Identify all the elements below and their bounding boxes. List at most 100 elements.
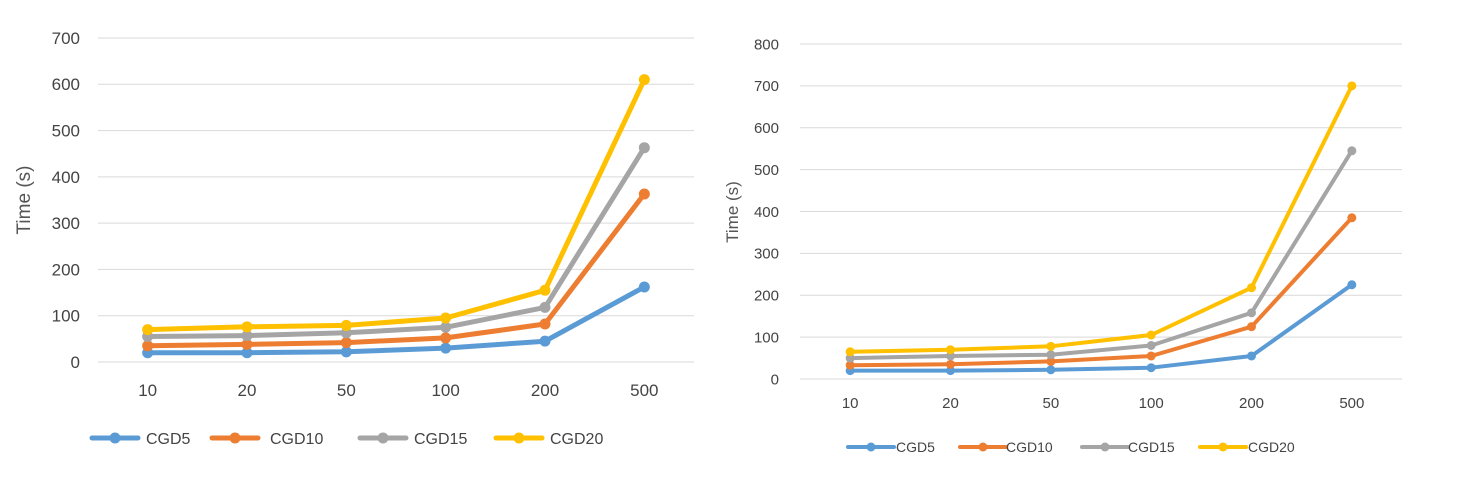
data-point-cgd5 bbox=[1046, 365, 1056, 375]
data-point-cgd10 bbox=[440, 332, 452, 344]
data-point-cgd20 bbox=[340, 319, 352, 331]
legend-label-cgd5: CGD5 bbox=[146, 431, 191, 448]
y-tick-label: 0 bbox=[771, 371, 779, 388]
data-point-cgd10 bbox=[340, 337, 352, 349]
series-line-cgd15 bbox=[145, 145, 647, 339]
data-point-cgd15 bbox=[1347, 146, 1357, 156]
legend-label-cgd5: CGD5 bbox=[896, 439, 935, 455]
data-point-cgd20 bbox=[1247, 283, 1256, 293]
data-point-cgd5 bbox=[440, 342, 452, 354]
legend-label-cgd20: CGD20 bbox=[1248, 439, 1295, 455]
x-tick-label: 500 bbox=[1339, 395, 1364, 412]
data-point-cgd10 bbox=[142, 340, 154, 352]
data-point-cgd20 bbox=[1146, 330, 1156, 340]
legend: CGD5 CGD10 CGD15 CGD20 bbox=[846, 439, 1295, 455]
data-point-cgd10 bbox=[638, 188, 650, 200]
legend: CGD5 CGD10 CGD15 CGD20 bbox=[89, 431, 603, 448]
y-tick-label: 100 bbox=[52, 307, 80, 326]
legend-label-cgd15: CGD15 bbox=[414, 431, 467, 448]
legend-marker-cgd15 bbox=[1100, 442, 1110, 452]
data-point-cgd15 bbox=[845, 353, 855, 363]
data-point-cgd10 bbox=[946, 359, 955, 369]
data-point-cgd10 bbox=[845, 360, 855, 370]
legend-label-cgd10: CGD10 bbox=[1006, 439, 1053, 455]
y-tick-label: 200 bbox=[754, 288, 779, 305]
data-point-cgd15 bbox=[1146, 341, 1156, 350]
data-point-cgd10 bbox=[241, 338, 253, 350]
series-line-cgd10 bbox=[848, 215, 1354, 368]
y-tick-label: 0 bbox=[71, 353, 80, 372]
y-tick-label: 300 bbox=[52, 214, 80, 233]
data-point-cgd20 bbox=[142, 324, 154, 336]
data-point-cgd20 bbox=[241, 321, 253, 333]
data-point-cgd5 bbox=[1146, 363, 1156, 373]
data-point-cgd5 bbox=[539, 335, 551, 347]
x-tick-label: 200 bbox=[531, 381, 559, 400]
data-point-cgd10 bbox=[1247, 322, 1256, 332]
data-point-cgd10 bbox=[1146, 351, 1156, 361]
x-tick-label: 500 bbox=[630, 381, 658, 400]
legend-label-cgd10: CGD10 bbox=[270, 431, 323, 448]
series-line-cgd10 bbox=[145, 191, 647, 349]
series-line-cgd5 bbox=[848, 282, 1354, 373]
data-point-cgd20 bbox=[539, 284, 551, 296]
data-point-cgd15 bbox=[440, 321, 452, 333]
series-line-cgd15 bbox=[848, 148, 1354, 361]
series-line-cgd20 bbox=[145, 77, 647, 333]
x-tick-label: 10 bbox=[138, 381, 157, 400]
data-point-cgd15 bbox=[1046, 350, 1056, 360]
data-point-cgd20 bbox=[1347, 81, 1357, 91]
y-tick-label: 200 bbox=[52, 260, 80, 279]
x-tick-label: 200 bbox=[1239, 395, 1264, 412]
y-axis-title: Time (s) bbox=[723, 181, 742, 243]
x-tick-label: 50 bbox=[337, 381, 356, 400]
data-point-cgd20 bbox=[845, 347, 855, 357]
y-tick-label: 600 bbox=[52, 75, 80, 94]
y-tick-label: 400 bbox=[754, 204, 779, 221]
chart-1: 0 100 200 300 400 500 600 700 10 20 50 100 200 500 Tim… bbox=[14, 29, 694, 448]
y-tick-label: 100 bbox=[754, 329, 779, 346]
y-tick-label: 700 bbox=[52, 29, 80, 48]
data-point-cgd5 bbox=[241, 347, 253, 359]
legend-label-cgd15: CGD15 bbox=[1128, 439, 1175, 455]
legend-marker-cgd10 bbox=[978, 442, 988, 452]
data-point-cgd20 bbox=[440, 312, 452, 324]
series-line-cgd5 bbox=[145, 284, 647, 356]
data-point-cgd5 bbox=[946, 366, 955, 376]
data-point-cgd15 bbox=[946, 351, 955, 361]
x-tick-label: 10 bbox=[842, 395, 859, 412]
data-point-cgd15 bbox=[539, 301, 551, 313]
series-line-cgd20 bbox=[848, 83, 1354, 354]
data-point-cgd5 bbox=[1247, 351, 1256, 361]
legend-marker-cgd15 bbox=[377, 432, 389, 444]
data-point-cgd5 bbox=[340, 346, 352, 358]
data-point-cgd10 bbox=[1347, 213, 1357, 223]
legend-marker-cgd5 bbox=[866, 442, 876, 452]
y-tick-label: 400 bbox=[52, 168, 80, 187]
x-tick-label: 50 bbox=[1042, 395, 1059, 412]
y-tick-label: 300 bbox=[754, 246, 779, 263]
legend-label-cgd20: CGD20 bbox=[550, 431, 603, 448]
data-point-cgd20 bbox=[638, 74, 650, 86]
legend-marker-cgd20 bbox=[513, 432, 525, 444]
x-tick-label: 100 bbox=[431, 381, 459, 400]
data-point-cgd10 bbox=[539, 318, 551, 330]
legend-marker-cgd10 bbox=[229, 432, 241, 444]
data-point-cgd5 bbox=[638, 281, 650, 293]
data-point-cgd20 bbox=[946, 345, 955, 355]
x-tick-label: 20 bbox=[238, 381, 257, 400]
data-point-cgd5 bbox=[1347, 280, 1357, 290]
chart-2: 0 100 200 300 400 500 600 700 800 10 20 50 100 200 500… bbox=[723, 36, 1402, 455]
data-point-cgd15 bbox=[638, 142, 650, 154]
y-axis-title: Time (s) bbox=[14, 166, 35, 235]
y-tick-label: 600 bbox=[754, 120, 779, 137]
data-point-cgd20 bbox=[1046, 341, 1056, 351]
x-tick-label: 100 bbox=[1139, 395, 1164, 412]
y-tick-label: 500 bbox=[52, 122, 80, 141]
y-tick-label: 500 bbox=[754, 162, 779, 179]
legend-marker-cgd20 bbox=[1218, 442, 1228, 452]
data-point-cgd15 bbox=[241, 330, 253, 342]
legend-marker-cgd5 bbox=[109, 432, 121, 444]
data-point-cgd15 bbox=[1247, 308, 1256, 318]
